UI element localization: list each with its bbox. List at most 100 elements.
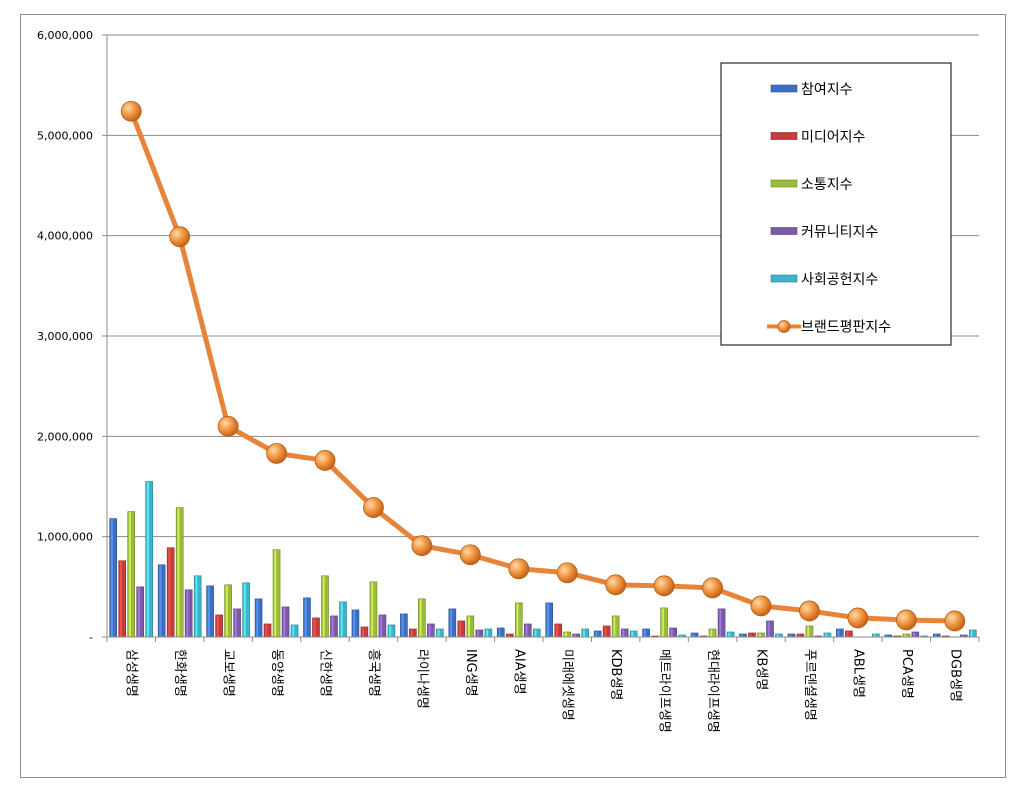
bar [263, 623, 272, 638]
bar-highlight [873, 634, 876, 637]
bar [466, 615, 475, 638]
bar [514, 602, 523, 638]
bar-highlight [353, 610, 356, 637]
bar-highlight [961, 635, 964, 637]
legend-label: 커뮤니티지수 [801, 225, 878, 241]
bar-highlight [516, 603, 519, 637]
bar-highlight [410, 629, 413, 637]
bar [184, 589, 193, 638]
x-tick-label: 흥국생명 [366, 649, 381, 697]
bar-highlight [913, 632, 916, 637]
bar-highlight [622, 629, 625, 637]
line-point [653, 575, 675, 597]
bar [757, 632, 765, 638]
bar-highlight [159, 565, 162, 637]
bar-highlight [807, 626, 810, 637]
bar-highlight [776, 634, 779, 637]
chart-frame: - 1,000,000 2,000,000 3,000,000 4,000,000 5,0… [20, 14, 1006, 778]
y-tick-label: 6,000,000 [37, 29, 93, 42]
bar [281, 606, 290, 638]
bar-highlight [450, 609, 453, 637]
bar-highlight [670, 628, 673, 637]
bar-highlight [555, 624, 558, 637]
bar [233, 608, 241, 638]
bar-highlight [846, 631, 849, 637]
bar-highlight [573, 634, 576, 637]
x-tick-label: ING생명 [463, 649, 478, 697]
bar-highlight [137, 587, 140, 637]
bar [369, 581, 378, 638]
bar-highlight [195, 576, 198, 637]
bar-highlight [507, 634, 510, 637]
bar [836, 628, 844, 638]
bar [157, 564, 166, 638]
legend-label: 참여지수 [801, 82, 853, 98]
bar [400, 613, 408, 638]
bar-highlight [798, 634, 801, 637]
x-tick-label: PCA생명 [899, 649, 914, 699]
bar [563, 631, 572, 638]
legend-box [720, 62, 952, 346]
x-tick-label: 신한생명 [318, 649, 333, 697]
bar-highlight [331, 616, 334, 637]
line-point [314, 450, 336, 471]
x-tick-label: 교보생명 [221, 649, 236, 697]
bar-highlight [459, 621, 462, 637]
legend-swatch [770, 132, 798, 140]
y-tick-label: 4,000,000 [37, 230, 93, 243]
line-point [556, 562, 578, 584]
bar-highlight [380, 615, 383, 637]
bar-highlight [710, 629, 713, 637]
legend-swatch [770, 84, 798, 93]
bar-highlight [595, 631, 598, 637]
bar-highlight [613, 616, 616, 637]
line-point [605, 574, 627, 596]
bar [127, 511, 136, 638]
bar-highlight [168, 548, 171, 637]
bar-highlight [661, 608, 664, 637]
bar [629, 630, 638, 638]
legend-label: 미디어지수 [801, 130, 866, 146]
bar [823, 632, 832, 638]
x-tick-label: 한화생명 [172, 649, 187, 697]
x-tick-label: AIA생명 [511, 649, 526, 695]
bar [690, 632, 699, 638]
bar-highlight [313, 618, 316, 637]
y-tick-label: - [89, 631, 93, 644]
bar-highlight [767, 621, 770, 637]
bar [321, 575, 329, 638]
bar [708, 628, 717, 638]
legend-label: 브랜드평판지수 [801, 320, 891, 336]
bar-highlight [679, 635, 682, 637]
bar-highlight [304, 598, 307, 637]
bar-highlight [525, 624, 528, 637]
x-tick-label: KDB생명 [608, 649, 623, 700]
bar [523, 623, 532, 638]
bar-highlight [362, 627, 365, 637]
bar-highlight [692, 633, 695, 637]
bar [215, 614, 223, 638]
y-tick-label: 1,000,000 [37, 531, 93, 544]
x-tick-label: KB생명 [754, 649, 769, 690]
bar [351, 609, 360, 638]
bar-highlight [534, 629, 537, 637]
bar [968, 629, 977, 638]
x-tick-label: 동양생명 [269, 649, 284, 697]
bar-highlight [789, 634, 792, 637]
bar-line-chart: - 1,000,000 2,000,000 3,000,000 4,000,000 5,0… [37, 29, 980, 733]
legend-marker [777, 320, 791, 333]
bar [166, 547, 175, 638]
bar-highlight [631, 631, 634, 637]
bar-highlight [486, 629, 489, 637]
bar-highlight [477, 630, 480, 637]
bar [145, 481, 154, 638]
line-point [363, 497, 384, 518]
bar [448, 608, 457, 638]
bar [378, 614, 387, 638]
bar-highlight [146, 481, 149, 637]
bar [387, 624, 396, 638]
bar [845, 630, 853, 638]
bar-highlight [110, 519, 113, 637]
bar-highlight [546, 603, 549, 637]
